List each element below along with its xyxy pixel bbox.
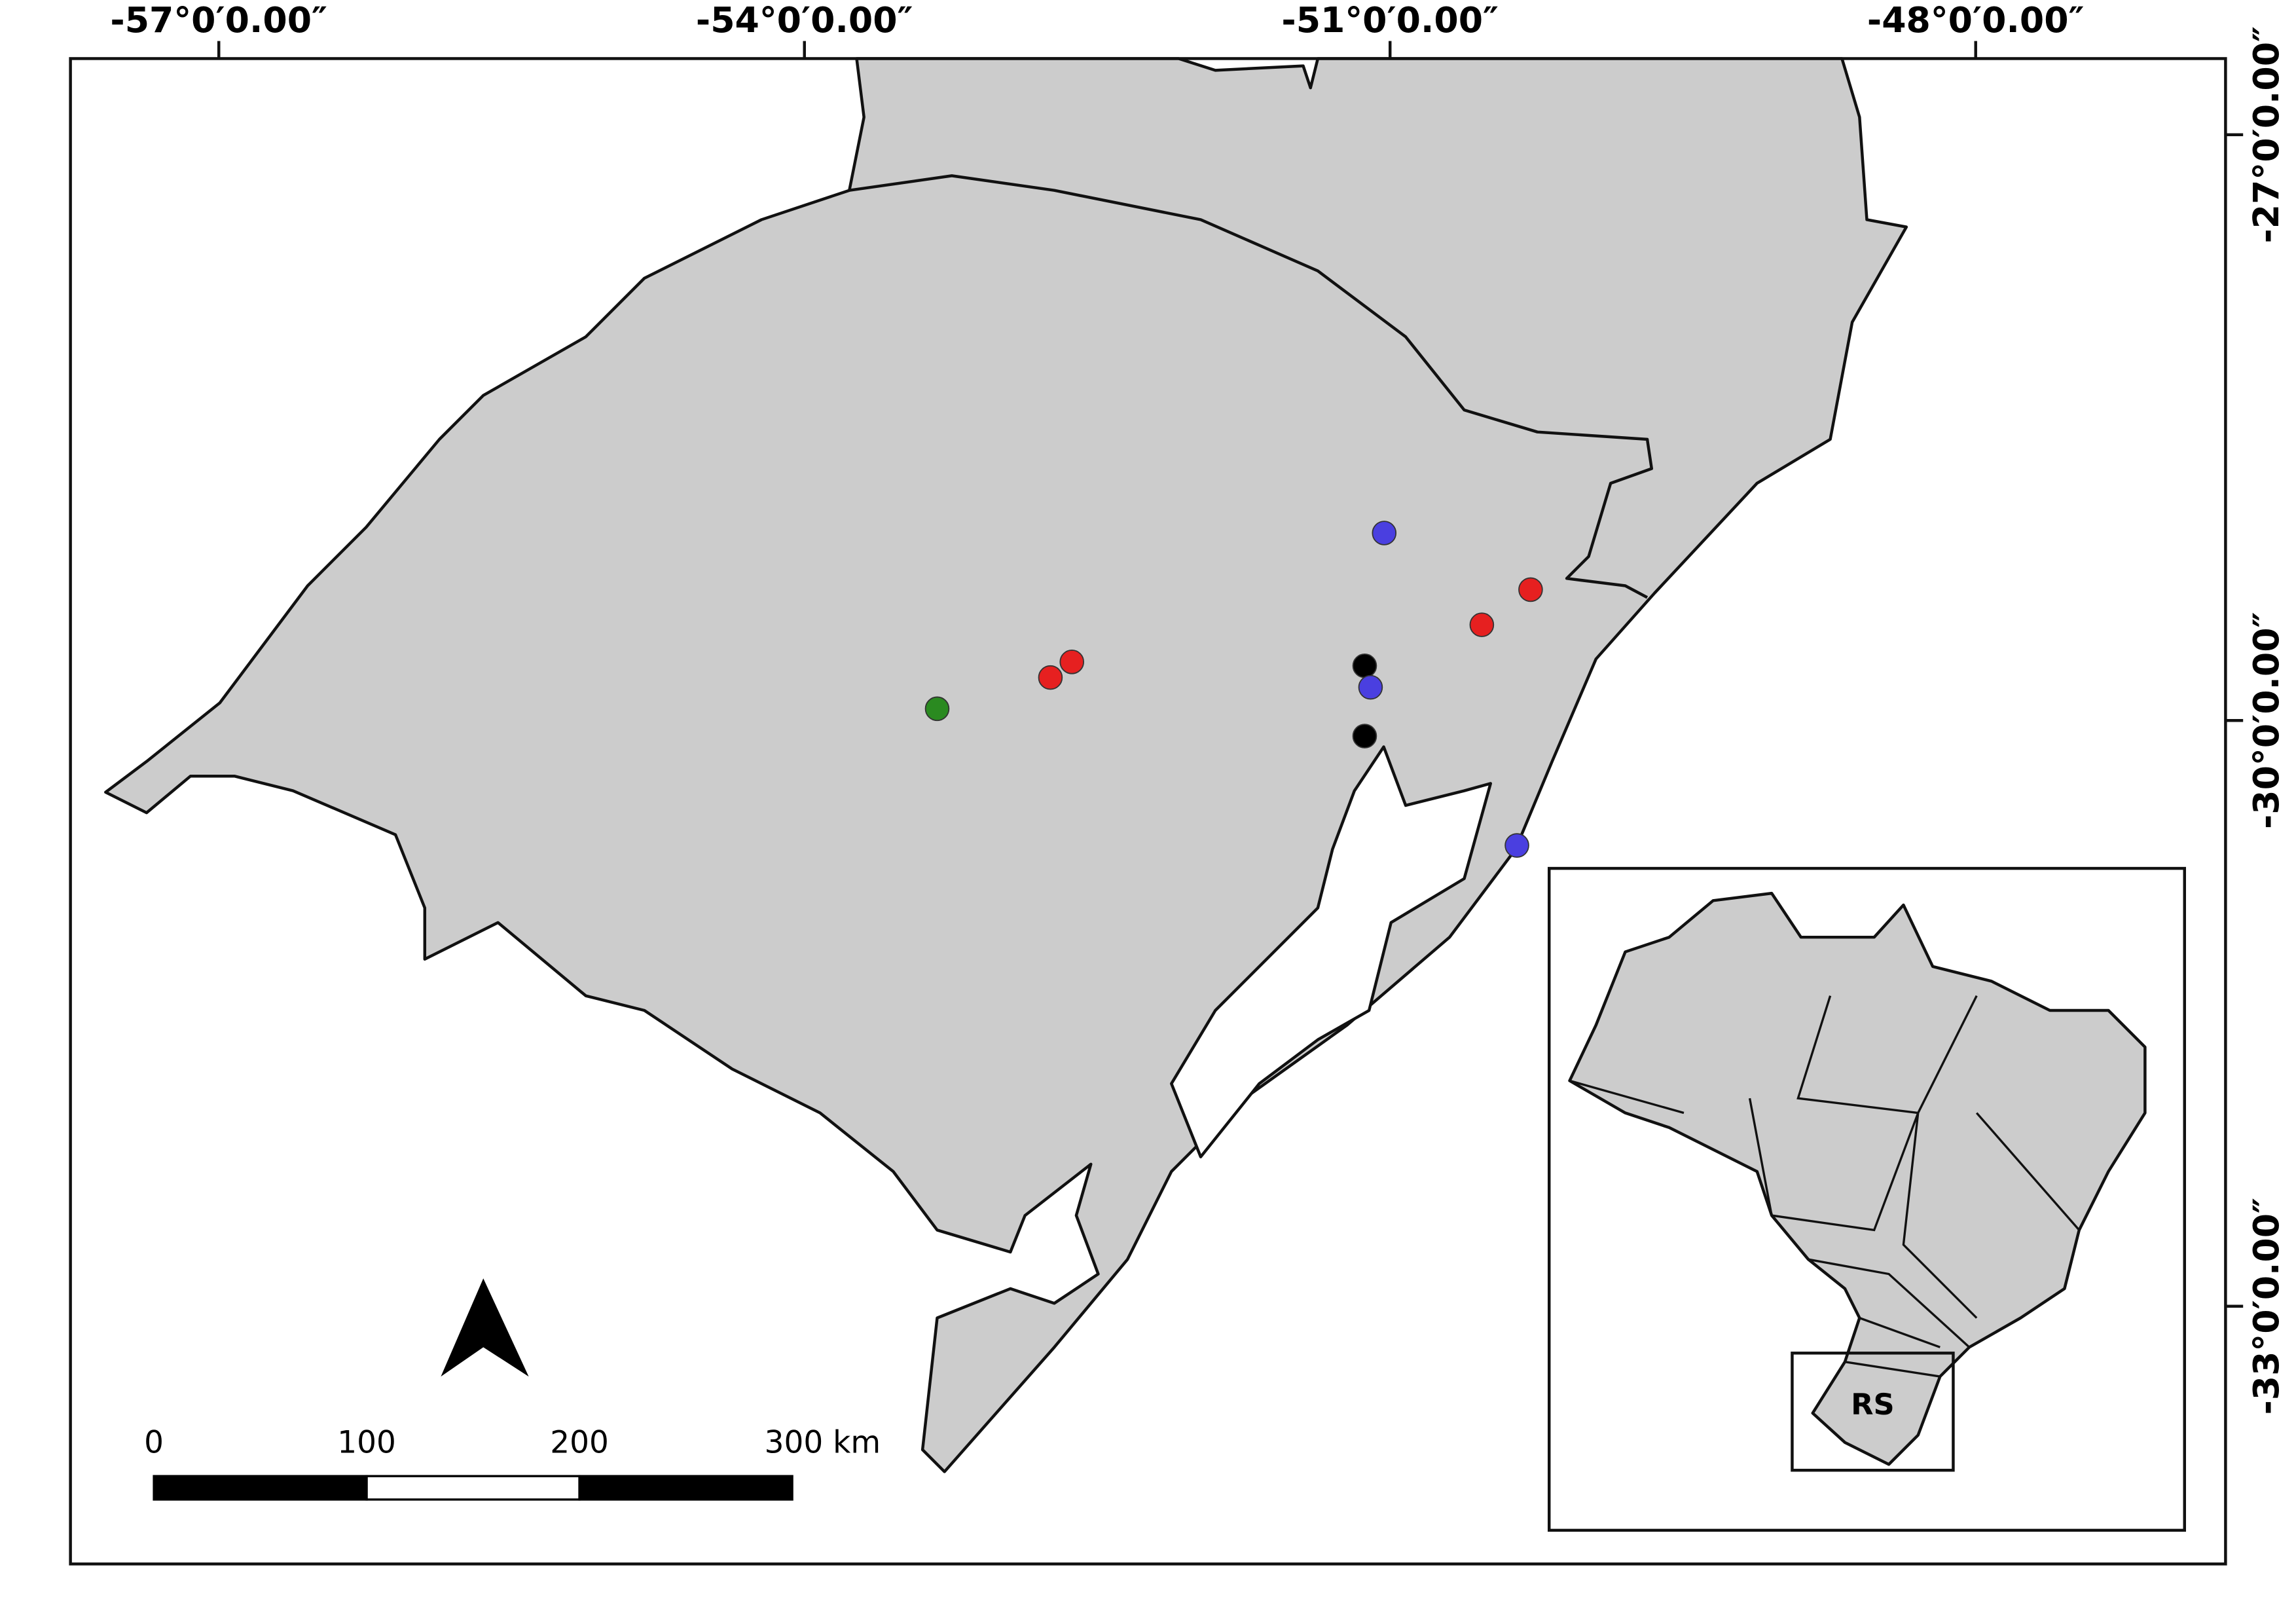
scale-label: 100 <box>337 1424 396 1460</box>
lon-label: -57°0′0.00″ <box>110 0 327 41</box>
lon-label: -48°0′0.00″ <box>1867 0 2085 41</box>
lon-label: -51°0′0.00″ <box>1281 0 1499 41</box>
scale-segment <box>365 1475 581 1501</box>
scale-label: 300 km <box>765 1424 881 1460</box>
lon-label: -54°0′0.00″ <box>696 0 913 41</box>
state-border <box>848 174 1654 599</box>
inset-label: RS <box>1851 1387 1895 1422</box>
occurrence-point <box>1469 612 1495 637</box>
rs-box <box>1791 1352 1955 1472</box>
occurrence-point <box>1038 665 1063 690</box>
land <box>104 57 1908 1473</box>
scale-segment <box>578 1475 793 1501</box>
lat-label: -33°0′0.00″ <box>2246 1198 2287 1415</box>
occurrence-point <box>1352 653 1377 678</box>
scale-label: 200 <box>550 1424 609 1460</box>
lat-label: -30°0′0.00″ <box>2246 612 2287 829</box>
occurrence-point <box>1518 577 1543 602</box>
brazil-outline <box>1568 891 2147 1466</box>
occurrence-point <box>1372 521 1397 545</box>
state-lines <box>1569 995 2081 1378</box>
scale-segment <box>153 1475 368 1501</box>
occurrence-point <box>1059 650 1084 674</box>
inset: RS <box>1547 866 2187 1532</box>
occurrence-point <box>1504 833 1529 858</box>
north-arrow <box>441 1278 529 1377</box>
scale-label: 0 <box>144 1424 164 1460</box>
lagoon <box>1170 745 1493 1158</box>
occurrence-point <box>1352 724 1377 748</box>
land-area <box>104 57 1908 1473</box>
occurrence-point <box>924 696 950 722</box>
lat-label: -27°0′0.00″ <box>2246 26 2287 244</box>
scale-bar: 0 100 200 300 km <box>144 1424 881 1501</box>
map-frame <box>69 57 2227 1566</box>
occurrence-point <box>1358 674 1383 700</box>
